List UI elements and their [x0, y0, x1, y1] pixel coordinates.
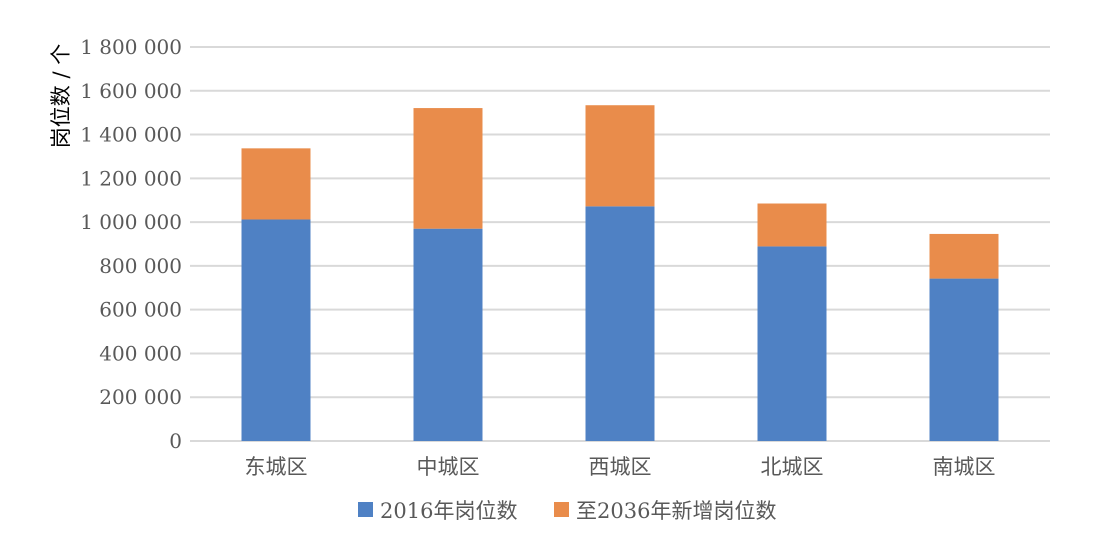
bar-segment-base [241, 219, 311, 441]
bar-segment-added [929, 233, 999, 279]
y-tick-label: 400 000 [99, 341, 182, 365]
x-tick-label: 中城区 [417, 455, 480, 479]
y-tick-label: 1 200 000 [80, 166, 182, 190]
y-tick-label: 600 000 [99, 298, 182, 322]
legend-label: 2016年岗位数 [380, 499, 517, 523]
bar-segment-added [241, 148, 311, 220]
legend-swatch [554, 502, 569, 517]
bar-segment-base [413, 228, 483, 441]
legend-label: 至2036年新增岗位数 [576, 499, 776, 523]
y-axis-label: 岗位数 / 个 [49, 44, 73, 148]
bar-segment-base [757, 246, 827, 441]
bar-segment-added [757, 203, 827, 247]
x-tick-label: 西城区 [589, 455, 652, 479]
x-tick-label: 北城区 [761, 455, 824, 479]
y-tick-label: 200 000 [99, 385, 182, 409]
bar-segment-base [585, 206, 655, 441]
y-tick-label: 1 400 000 [80, 123, 182, 147]
y-tick-label: 800 000 [99, 254, 182, 278]
y-tick-label: 0 [169, 429, 182, 453]
legend: 2016年岗位数 至2036年新增岗位数 [358, 499, 776, 523]
y-axis-ticks: 0 200 000 400 000 600 000 800 000 1 000 000 1 … [80, 35, 182, 453]
x-tick-label: 南城区 [933, 455, 996, 479]
bar-segment-added [585, 105, 655, 207]
x-axis-ticks: 东城区 中城区 西城区 北城区 南城区 [245, 455, 996, 479]
y-tick-label: 1 000 000 [80, 210, 182, 234]
bars [241, 105, 999, 441]
y-tick-label: 1 600 000 [80, 79, 182, 103]
x-tick-label: 东城区 [245, 455, 308, 479]
bar-segment-added [413, 108, 483, 229]
bar-segment-base [929, 278, 999, 441]
legend-swatch [358, 502, 373, 517]
y-tick-label: 1 800 000 [80, 35, 182, 59]
